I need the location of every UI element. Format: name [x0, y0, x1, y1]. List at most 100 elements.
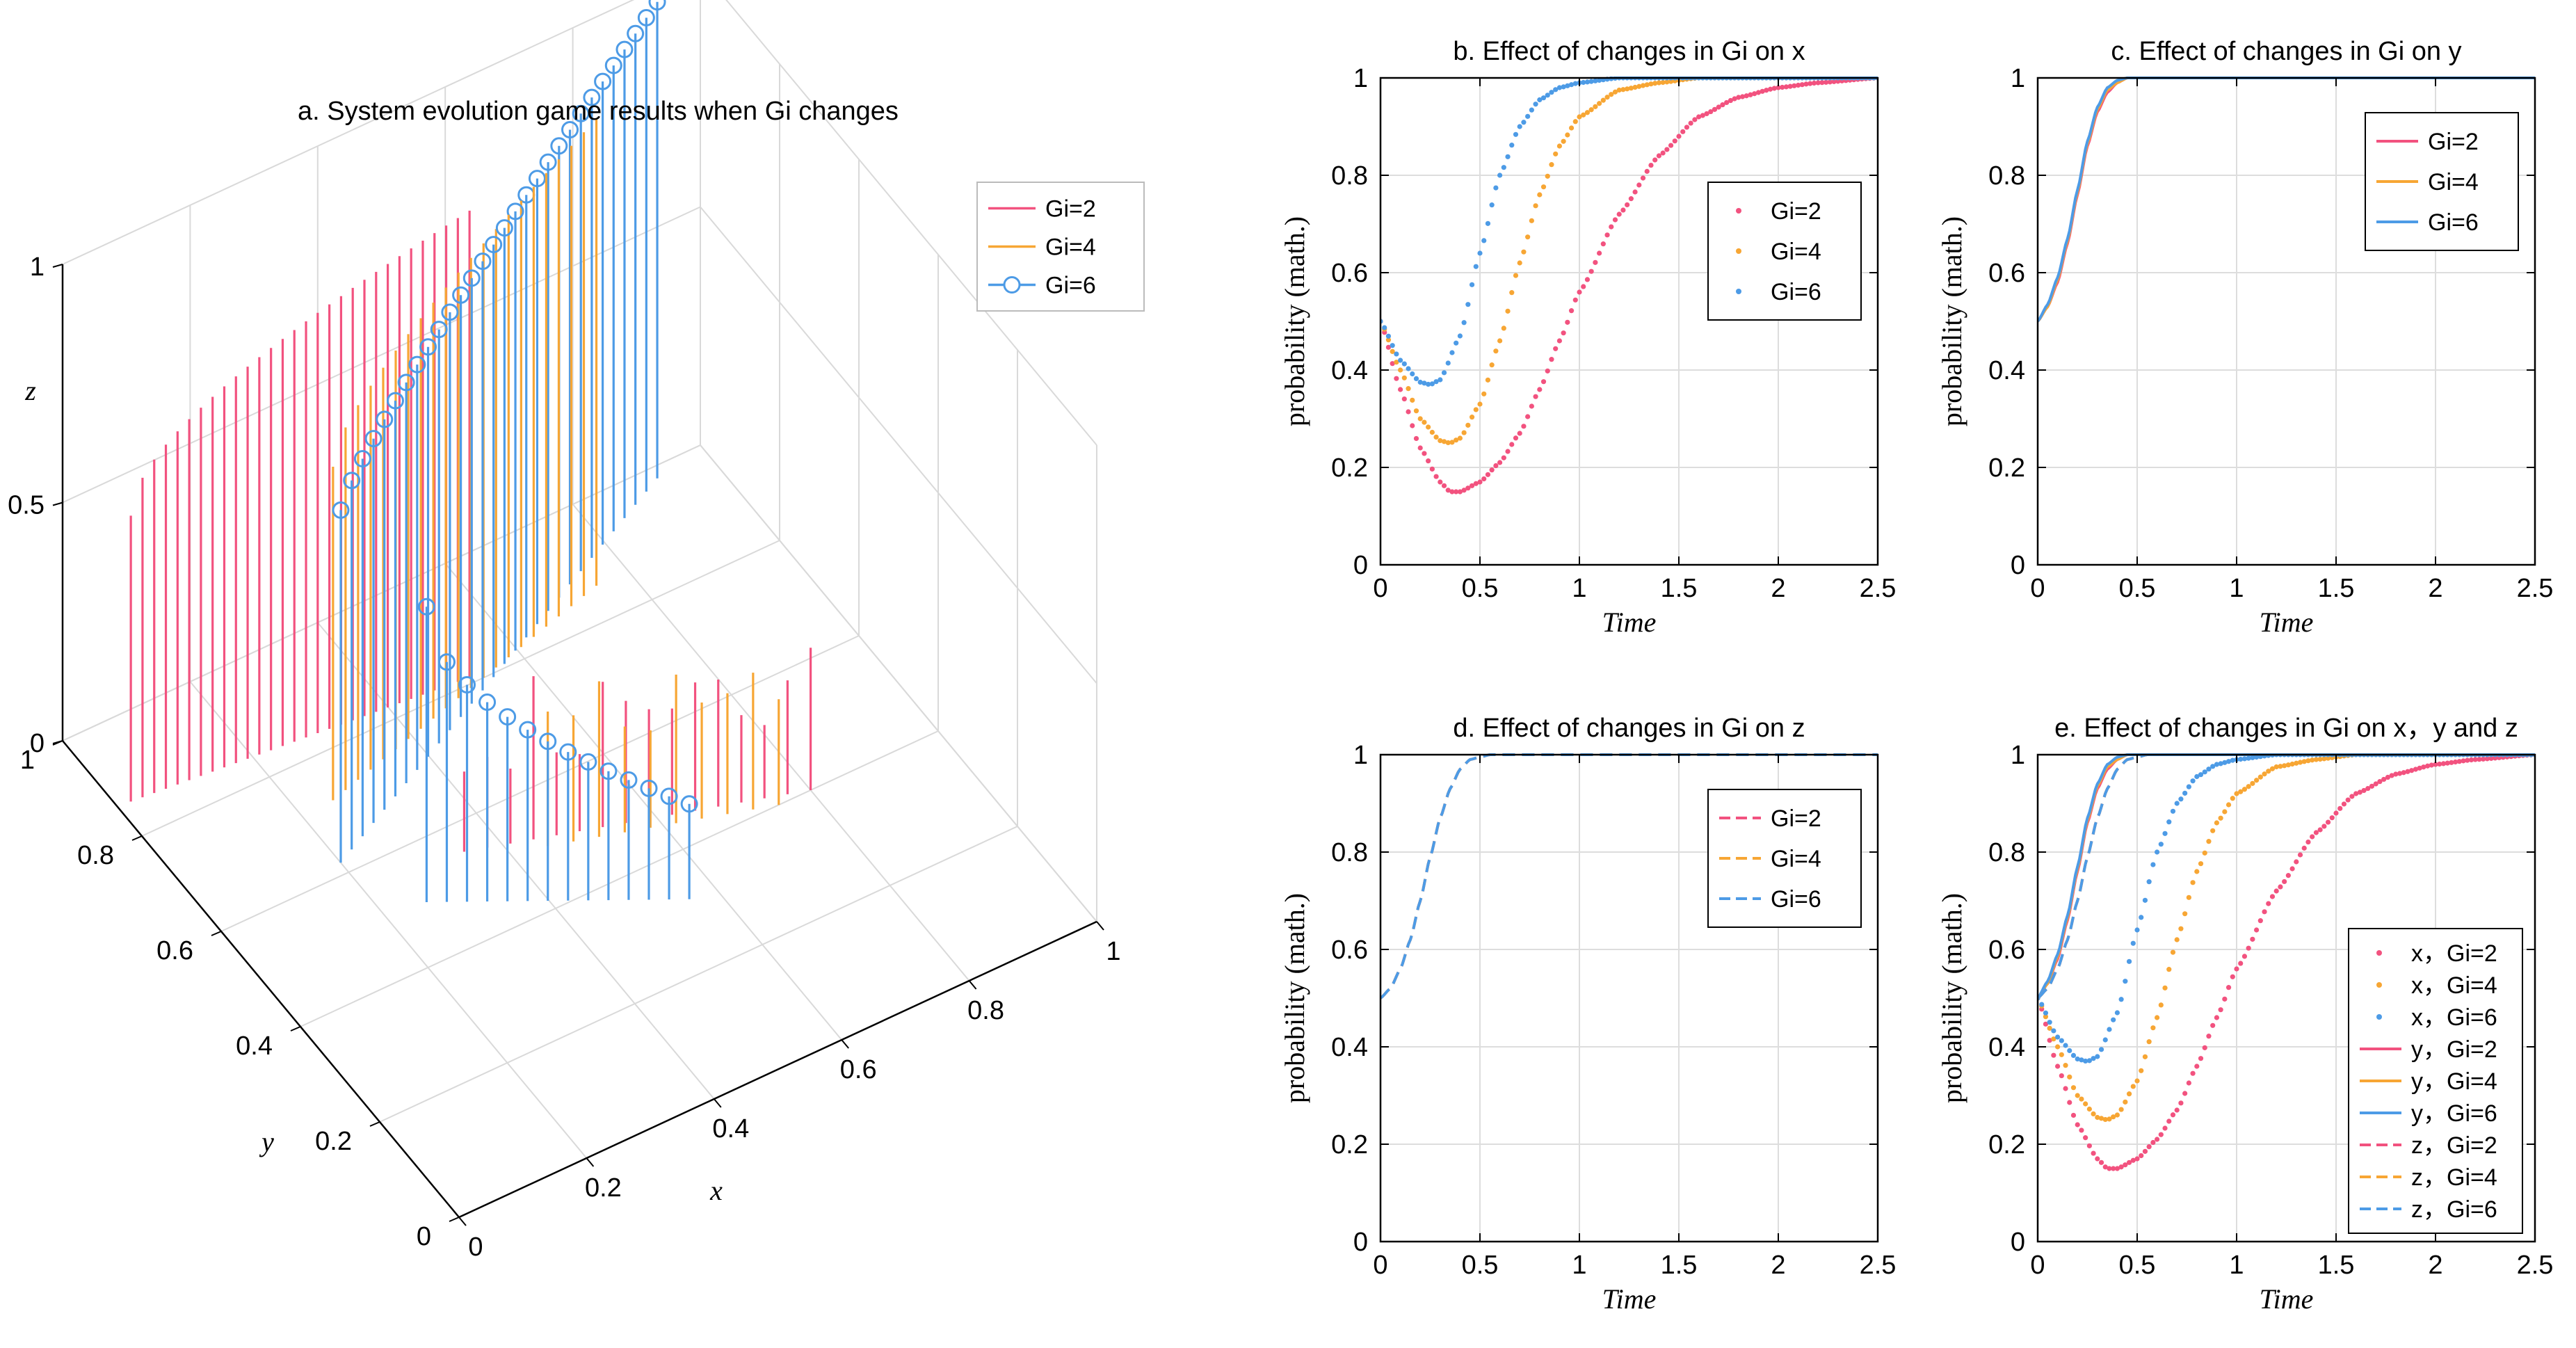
data-point [1505, 309, 1510, 314]
x-tick-label: 0 [2030, 1251, 2045, 1280]
data-point [2051, 1053, 2056, 1058]
data-point [2190, 778, 2195, 783]
legend: x，Gi=2x，Gi=4x，Gi=6y，Gi=2y，Gi=4y，Gi=6z，Gi… [2349, 929, 2522, 1233]
y-tick-label: 0.4 [1331, 356, 1368, 385]
data-point [1470, 415, 1474, 419]
y-axis-line [63, 741, 459, 1217]
data-point [1433, 474, 1438, 479]
data-point [2226, 985, 2231, 990]
y-tick-label: 1 [1353, 741, 1368, 770]
data-point [2143, 1054, 2148, 1059]
data-point [1486, 378, 1490, 383]
y-tick-label: 0.8 [1331, 838, 1368, 867]
data-point [2091, 1150, 2095, 1155]
chart-title: b. Effect of changes in Gi on x [1453, 37, 1805, 66]
x-axis-label: Time [1602, 607, 1657, 638]
legend-label: Gi=4 [2428, 169, 2479, 195]
data-point [1398, 367, 1403, 372]
data-point [2143, 1149, 2148, 1154]
data-point [1593, 104, 1597, 109]
data-point [1525, 114, 1530, 119]
chart-title: e. Effect of changes in Gi on x，y and z [2054, 714, 2518, 743]
data-point [1518, 431, 1522, 435]
data-point [1481, 238, 1486, 243]
data-point [1490, 202, 1495, 207]
data-point [2203, 1045, 2207, 1050]
y-tick-label: 0 [1353, 1228, 1368, 1257]
x-tick-label: 0 [468, 1233, 483, 1262]
legend-label: x，Gi=4 [2411, 972, 2497, 999]
data-point [2258, 918, 2263, 923]
x-tick-mark [459, 1217, 466, 1226]
data-point [2222, 809, 2227, 814]
x-tick-label: 0.8 [967, 996, 1004, 1025]
data-point [1433, 435, 1438, 440]
data-point [2206, 1034, 2211, 1038]
data-point [2318, 827, 2323, 832]
data-point [1573, 119, 1578, 124]
data-point [2059, 1073, 2064, 1078]
data-point [2246, 946, 2251, 951]
data-point [1529, 108, 1534, 113]
data-point [2166, 1118, 2171, 1123]
data-point [2298, 852, 2303, 857]
legend-label: x，Gi=6 [2411, 1004, 2497, 1031]
data-point [1438, 479, 1442, 484]
x-axis-label: Time [2260, 607, 2314, 638]
data-point [2127, 1091, 2132, 1096]
data-point [2210, 1023, 2215, 1028]
data-point [2159, 1002, 2164, 1007]
data-point [1521, 250, 1526, 255]
data-point [1430, 467, 1435, 472]
data-point [1462, 430, 1467, 435]
data-point [1577, 289, 1581, 294]
data-point [2134, 927, 2139, 932]
data-point [2079, 1128, 2084, 1132]
legend-label: Gi=2 [2428, 129, 2479, 155]
data-point [1394, 351, 1399, 356]
y-tick-label: 1 [1353, 64, 1368, 93]
data-point [1477, 401, 1482, 406]
data-point [1402, 376, 1407, 380]
data-point [1422, 419, 1426, 424]
y-tick-label: 0.2 [1331, 1130, 1368, 1160]
data-point [1414, 436, 1419, 441]
y-tick-mark [370, 1122, 380, 1126]
x-tick-label: 1.5 [2318, 574, 2355, 603]
data-point [2143, 898, 2148, 903]
data-point [1481, 392, 1486, 396]
y-tick-label: 0.4 [1988, 1033, 2025, 1062]
y-tick-label: 0.8 [1331, 161, 1368, 191]
data-point [1585, 277, 1590, 282]
x-tick-mark [969, 981, 976, 989]
data-point [1398, 358, 1403, 362]
data-point [2178, 1100, 2183, 1105]
x-tick-label: 2.5 [2517, 1251, 2554, 1280]
data-point [1481, 476, 1486, 481]
legend: Gi=2Gi=4Gi=6 [1708, 182, 1861, 320]
data-point [1533, 394, 1538, 399]
legend-label: Gi=4 [1771, 846, 1821, 872]
floor-grid-line [573, 504, 969, 981]
data-point [2182, 1091, 2187, 1096]
data-point [2262, 909, 2267, 914]
y-tick-label: 0.2 [315, 1127, 352, 1156]
data-point [2326, 819, 2331, 824]
data-point [1462, 320, 1467, 325]
data-point [2103, 1037, 2108, 1042]
data-point [2282, 879, 2287, 884]
data-point [1561, 139, 1566, 144]
data-point [1390, 343, 1395, 348]
z-tick-label: 1 [30, 252, 45, 282]
legend-marker [1004, 278, 1020, 293]
y-tick-mark [449, 1217, 459, 1221]
data-point [1645, 169, 1650, 174]
chart-title: d. Effect of changes in Gi on z [1453, 714, 1805, 743]
data-point [2119, 997, 2124, 1002]
data-point [2063, 1086, 2068, 1091]
data-point [1521, 424, 1526, 428]
data-point [1470, 282, 1474, 287]
z-tick-mark [53, 264, 63, 267]
data-point [2219, 1007, 2223, 1012]
legend-label: Gi=6 [1771, 279, 1821, 305]
